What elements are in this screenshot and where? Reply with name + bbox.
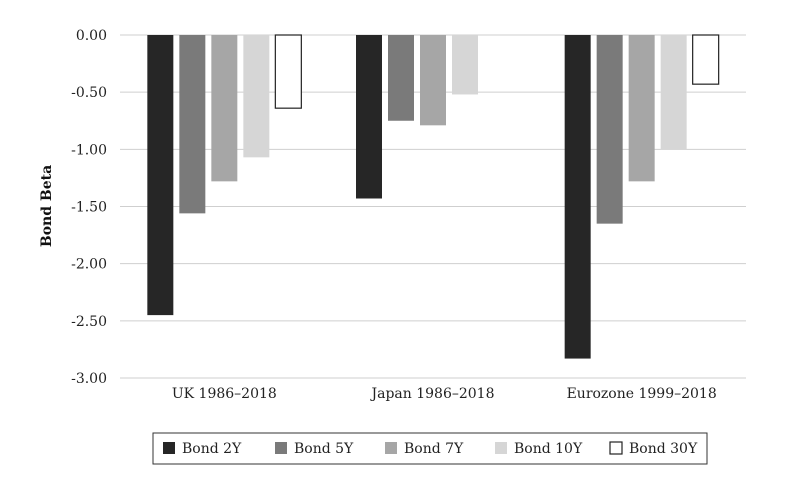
y-tick-label: -0.50 [71, 85, 107, 101]
bar [356, 35, 382, 199]
bar [388, 35, 414, 121]
bar [420, 35, 446, 126]
bar [692, 34, 720, 85]
legend-swatch [495, 442, 507, 454]
bar [147, 35, 174, 316]
legend-label: Bond 30Y [629, 441, 698, 457]
legend-swatch [163, 442, 175, 454]
bar [564, 35, 591, 359]
y-tick-label: -1.00 [71, 142, 107, 158]
legend-label: Bond 10Y [514, 441, 583, 457]
bars [147, 34, 720, 359]
legend-label: Bond 5Y [294, 441, 354, 457]
y-tick-label: -3.00 [71, 371, 107, 387]
legend-swatch [385, 442, 397, 454]
legend-swatch [609, 441, 623, 455]
y-axis-ticks: 0.00 -0.50 -1.00 -1.50 -2.00 -2.50 -3.00 [71, 28, 107, 387]
x-category-label: UK 1986–2018 [172, 386, 277, 402]
y-tick-label: -2.50 [71, 314, 107, 330]
legend-label: Bond 7Y [404, 441, 464, 457]
y-tick-label: 0.00 [76, 28, 107, 44]
bar [179, 35, 206, 214]
y-tick-label: -1.50 [71, 200, 107, 216]
bar [628, 35, 655, 182]
bar [243, 35, 270, 158]
x-category-label: Japan 1986–2018 [370, 386, 495, 402]
y-tick-label: -2.00 [71, 257, 107, 273]
x-category-label: Eurozone 1999–2018 [567, 386, 717, 402]
bar [660, 35, 687, 150]
y-axis-title: Bond Beta [39, 165, 55, 247]
bar [452, 35, 478, 95]
legend-swatch [275, 442, 287, 454]
legend: Bond 2Y Bond 5Y Bond 7Y Bond 10Y Bond 30Y [152, 432, 708, 465]
bar [274, 34, 302, 109]
bar [211, 35, 238, 182]
bar [596, 35, 623, 224]
x-axis-categories: UK 1986–2018 Japan 1986–2018 Eurozone 1999… [172, 386, 717, 402]
legend-label: Bond 2Y [182, 441, 242, 457]
